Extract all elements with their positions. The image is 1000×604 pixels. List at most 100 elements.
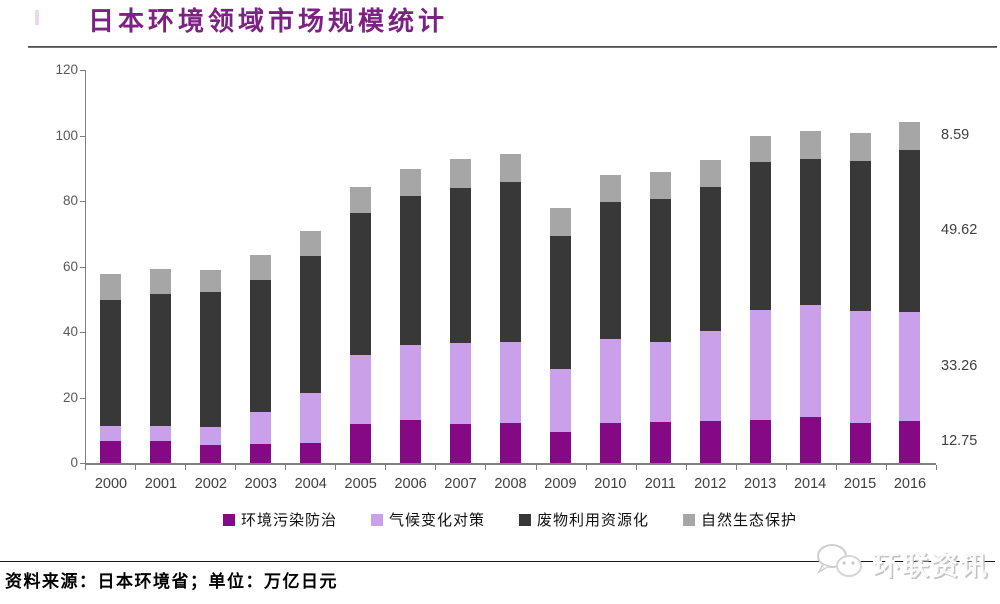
end-value-label: 8.59 [941, 126, 970, 143]
bar-segment [749, 419, 771, 463]
bar-2002 [200, 269, 222, 463]
bar-2008 [499, 153, 521, 463]
bar-segment [599, 423, 621, 463]
bar-segment [699, 331, 721, 422]
bar-segment [499, 153, 521, 183]
bar-segment [899, 421, 921, 463]
legend: 环境污染防治 气候变化对策 废物利用资源化 自然生态保护 [85, 509, 935, 530]
x-axis-label: 2004 [294, 476, 327, 492]
y-axis-tick-label: 60 [62, 258, 78, 274]
x-axis-label: 2001 [144, 476, 178, 492]
x-axis-labels: 2000 2001 2002 2003 2004 2005 2006 2007 2008 2009… [86, 476, 935, 492]
title-bullet-mark [35, 10, 39, 25]
x-axis-label: 2015 [843, 476, 877, 492]
y-axis-tick [80, 463, 85, 464]
x-axis-label: 2002 [194, 476, 227, 492]
bar-segment [899, 149, 921, 313]
wechat-logo-icon [817, 544, 862, 577]
bar-segment [200, 269, 222, 293]
x-axis-tick [535, 465, 537, 470]
bar-2009 [549, 207, 571, 463]
x-axis-tick [735, 465, 737, 470]
bar-segment [350, 424, 372, 463]
bar-segment [100, 274, 122, 300]
legend-label: 废物利用资源化 [537, 511, 650, 529]
bar-segment [499, 423, 521, 463]
bar-segment [350, 355, 372, 425]
bar-segment [100, 441, 122, 463]
x-axis-label: 2008 [494, 476, 527, 492]
bar-segment [599, 174, 621, 202]
bar-segment [450, 188, 472, 344]
x-axis-label: 2016 [893, 476, 927, 492]
bar-2013 [749, 135, 771, 463]
x-axis-label: 2003 [244, 476, 277, 492]
bar-segment [100, 299, 122, 427]
x-axis-tick [485, 465, 487, 470]
bar-segment [450, 423, 472, 463]
bar-segment [749, 161, 771, 311]
legend-item: 环境污染防治 [222, 509, 337, 530]
bar-segment [499, 341, 521, 424]
y-axis-tick-label: 120 [55, 62, 78, 77]
x-axis-label: 2009 [544, 476, 577, 492]
bar-segment [499, 182, 521, 342]
bar-segment [799, 305, 821, 418]
bar-segment [100, 426, 122, 442]
bar-segment [799, 417, 821, 463]
bar-segment [150, 441, 172, 463]
y-axis-tick [80, 397, 85, 399]
source-note: 资料来源：日本环境省；单位：万亿日元 [5, 572, 338, 592]
y-axis-tick [80, 135, 85, 137]
bar-segment [400, 345, 422, 421]
x-axis-tick [936, 465, 937, 470]
legend-swatch [519, 513, 531, 526]
x-axis-label: 2010 [594, 476, 627, 492]
end-value-label: 12.75 [941, 433, 978, 450]
x-axis-tick [135, 465, 137, 470]
footer-divider [0, 561, 995, 562]
title-underline [28, 46, 997, 48]
bar-2004 [300, 230, 322, 463]
bar-segment [599, 202, 621, 340]
x-axis-tick [785, 465, 787, 470]
y-axis-tick-label: 100 [55, 127, 78, 143]
x-axis-tick [435, 465, 437, 470]
bar-2015 [849, 133, 871, 463]
x-axis-label: 2005 [344, 476, 377, 492]
y-axis-tick [80, 70, 85, 71]
legend-label: 环境污染防治 [240, 511, 337, 529]
bar-segment [749, 135, 771, 162]
bar-segment [150, 269, 172, 295]
bar-segment [649, 341, 671, 423]
bar-segment [849, 422, 871, 463]
bar-segment [200, 426, 222, 445]
legend-item: 气候变化对策 [370, 509, 485, 530]
y-axis-tick-label: 20 [62, 389, 78, 405]
bar-2016 [899, 121, 921, 463]
x-axis-label: 2011 [644, 476, 676, 492]
bar-segment [699, 160, 721, 187]
plot-area [86, 70, 935, 463]
y-axis-line [85, 70, 86, 463]
bar-segment [200, 292, 222, 427]
bar-segment [350, 186, 372, 214]
x-axis-tick [185, 465, 187, 470]
bar-segment [450, 159, 472, 189]
y-axis-tick-label: 0 [70, 455, 78, 470]
legend-swatch [222, 513, 235, 526]
x-axis-label: 2013 [744, 476, 777, 492]
bar-segment [599, 339, 621, 424]
bar-segment [300, 255, 322, 394]
bar-segment [799, 130, 821, 159]
x-axis-label: 2014 [793, 476, 827, 492]
bar-2005 [350, 186, 372, 463]
bar-segment [899, 312, 921, 422]
bar-2012 [699, 160, 721, 463]
bar-segment [649, 422, 671, 463]
bar-segment [400, 420, 422, 463]
x-axis-tick [585, 465, 587, 470]
legend-item: 自然生态保护 [683, 509, 797, 530]
bar-segment [200, 444, 222, 463]
bar-segment [699, 186, 721, 332]
